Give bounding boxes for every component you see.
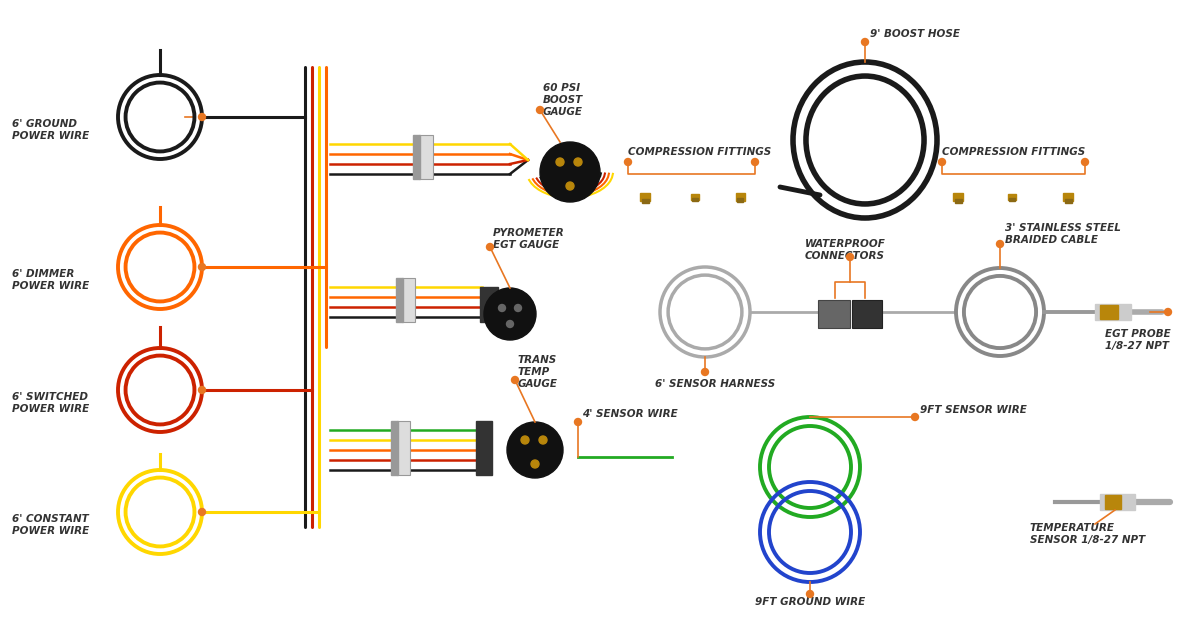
Bar [476,421,492,475]
Bar [954,198,961,203]
Circle shape [484,288,536,340]
Bar [818,300,850,328]
Circle shape [198,386,205,394]
Text: EGT PROBE
1/8-27 NPT: EGT PROBE 1/8-27 NPT [1105,329,1171,351]
Bar [953,193,962,201]
Bar [480,287,498,322]
Bar [736,193,744,200]
Text: TEMPERATURE
SENSOR 1/8-27 NPT: TEMPERATURE SENSOR 1/8-27 NPT [1030,523,1145,545]
Circle shape [198,264,205,271]
Circle shape [521,436,529,444]
Bar [1100,305,1118,319]
Bar [1105,495,1121,509]
Circle shape [574,158,582,166]
Text: 3' STAINLESS STEEL
BRAIDED CABLE: 3' STAINLESS STEEL BRAIDED CABLE [1006,223,1121,245]
Circle shape [996,241,1003,248]
Circle shape [198,509,205,516]
Circle shape [536,106,544,113]
Bar [642,198,648,203]
Circle shape [1164,309,1171,315]
Circle shape [515,305,522,312]
Text: COMPRESSION FITTINGS: COMPRESSION FITTINGS [942,147,1085,157]
Circle shape [556,158,564,166]
Text: COMPRESSION FITTINGS: COMPRESSION FITTINGS [628,147,772,157]
Bar [640,193,650,201]
Circle shape [806,590,814,598]
Circle shape [702,368,708,376]
Text: 6' GROUND
POWER WIRE: 6' GROUND POWER WIRE [12,119,89,141]
Bar [737,198,743,202]
Circle shape [912,414,918,420]
Bar [397,421,410,475]
Bar [691,194,698,200]
Text: PYROMETER
EGT GAUGE: PYROMETER EGT GAUGE [493,228,565,250]
Text: 9' BOOST HOSE: 9' BOOST HOSE [870,29,960,39]
Bar [1100,494,1135,510]
Circle shape [846,254,853,261]
Bar [692,198,698,201]
Text: 4' SENSOR WIRE: 4' SENSOR WIRE [582,409,678,419]
Text: TRANS
TEMP
GAUGE: TRANS TEMP GAUGE [518,355,558,389]
Circle shape [198,113,205,121]
Text: 6' CONSTANT
POWER WIRE: 6' CONSTANT POWER WIRE [12,514,89,536]
Bar [852,300,882,328]
Circle shape [862,39,869,45]
Circle shape [540,142,600,202]
Text: 60 PSI
BOOST
GAUGE: 60 PSI BOOST GAUGE [542,83,583,116]
Bar [402,278,415,322]
Circle shape [506,320,514,328]
Circle shape [508,422,563,478]
Bar [419,135,433,179]
Circle shape [511,376,518,384]
Circle shape [498,305,505,312]
Circle shape [624,159,631,165]
Bar [1063,193,1073,201]
Bar [1009,198,1015,201]
Bar [1008,194,1016,200]
Circle shape [539,436,547,444]
Text: 6' SENSOR HARNESS: 6' SENSOR HARNESS [655,379,775,389]
Circle shape [751,159,758,165]
Circle shape [530,460,539,468]
Circle shape [1081,159,1088,165]
Bar [1064,198,1072,203]
Bar [1096,304,1132,320]
Text: 6' DIMMER
POWER WIRE: 6' DIMMER POWER WIRE [12,269,89,291]
Circle shape [938,159,946,165]
Circle shape [566,182,574,190]
Text: 6' SWITCHED
POWER WIRE: 6' SWITCHED POWER WIRE [12,392,89,414]
Text: 9FT GROUND WIRE: 9FT GROUND WIRE [755,597,865,607]
Circle shape [575,419,582,425]
Bar [391,421,398,475]
Text: WATERPROOF
CONNECTORS: WATERPROOF CONNECTORS [805,239,886,261]
Text: 9FT SENSOR WIRE: 9FT SENSOR WIRE [920,405,1027,415]
Bar [413,135,420,179]
Bar [396,278,403,322]
Circle shape [486,243,493,251]
